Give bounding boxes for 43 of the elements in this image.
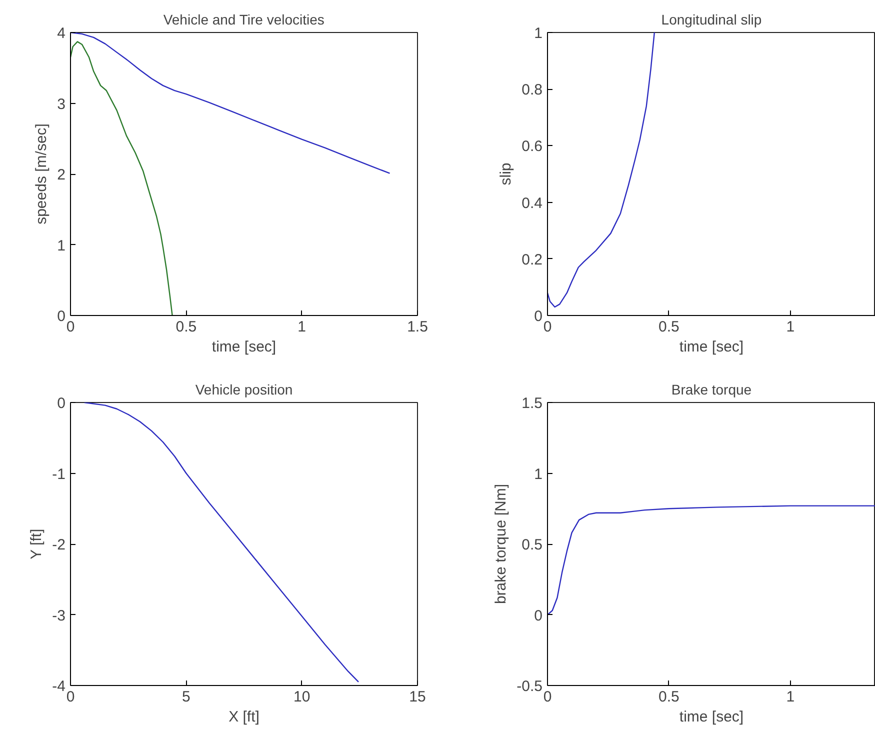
y-tick-label: 0: [57, 308, 66, 325]
x-tick-label: 5: [182, 688, 190, 706]
y-axis-title: speeds [m/sec]: [33, 124, 50, 224]
y-tick-label: 3: [57, 96, 66, 113]
x-tick-label: 1: [298, 318, 306, 336]
y-axis-title: Y [ft]: [28, 528, 46, 560]
y-tick-label: 0.8: [522, 82, 543, 99]
y-tick-label: -0.5: [516, 678, 543, 695]
x-tick-label: 10: [293, 688, 310, 706]
y-tick-label: 4: [57, 25, 66, 42]
y-tick-label: 1: [534, 466, 542, 483]
x-axis-title: time [sec]: [679, 338, 744, 356]
y-axis-title: slip: [498, 162, 515, 186]
x-tick-label: 0.5: [658, 318, 680, 336]
y-tick-label: -4: [52, 678, 66, 695]
x-tick-label: 1: [786, 688, 795, 706]
chart-title: Longitudinal slip: [661, 12, 762, 28]
chart-title: Vehicle position: [195, 382, 293, 398]
x-tick-label: 1.5: [407, 318, 428, 336]
chart-title: Brake torque: [671, 382, 752, 398]
y-axis-title: brake torque [Nm]: [492, 484, 510, 604]
x-axis-title: time [sec]: [679, 708, 744, 726]
y-tick-label: 0: [57, 395, 66, 412]
y-tick-label: 1: [534, 25, 542, 42]
y-tick-label: -1: [52, 466, 66, 483]
x-tick-label: 0.5: [658, 688, 680, 706]
y-tick-label: 0: [534, 308, 542, 325]
y-tick-label: 2: [57, 166, 66, 184]
y-tick-label: 0: [534, 607, 542, 624]
y-tick-label: 0.2: [522, 251, 543, 268]
y-tick-label: 0.6: [522, 138, 543, 156]
x-axis-title: X [ft]: [228, 708, 260, 726]
y-tick-label: -3: [52, 607, 66, 624]
x-tick-label: 15: [409, 688, 426, 706]
y-tick-label: 1.5: [522, 395, 543, 412]
x-axis-title: time [sec]: [212, 338, 276, 356]
y-tick-label: 0.5: [522, 536, 543, 554]
y-tick-label: 0.4: [522, 194, 543, 212]
x-tick-label: 1: [786, 318, 795, 336]
y-tick-label: -2: [52, 536, 66, 554]
y-tick-label: 1: [57, 237, 66, 254]
x-tick-label: 0.5: [176, 318, 197, 336]
chart-title: Vehicle and Tire velocities: [163, 12, 324, 28]
